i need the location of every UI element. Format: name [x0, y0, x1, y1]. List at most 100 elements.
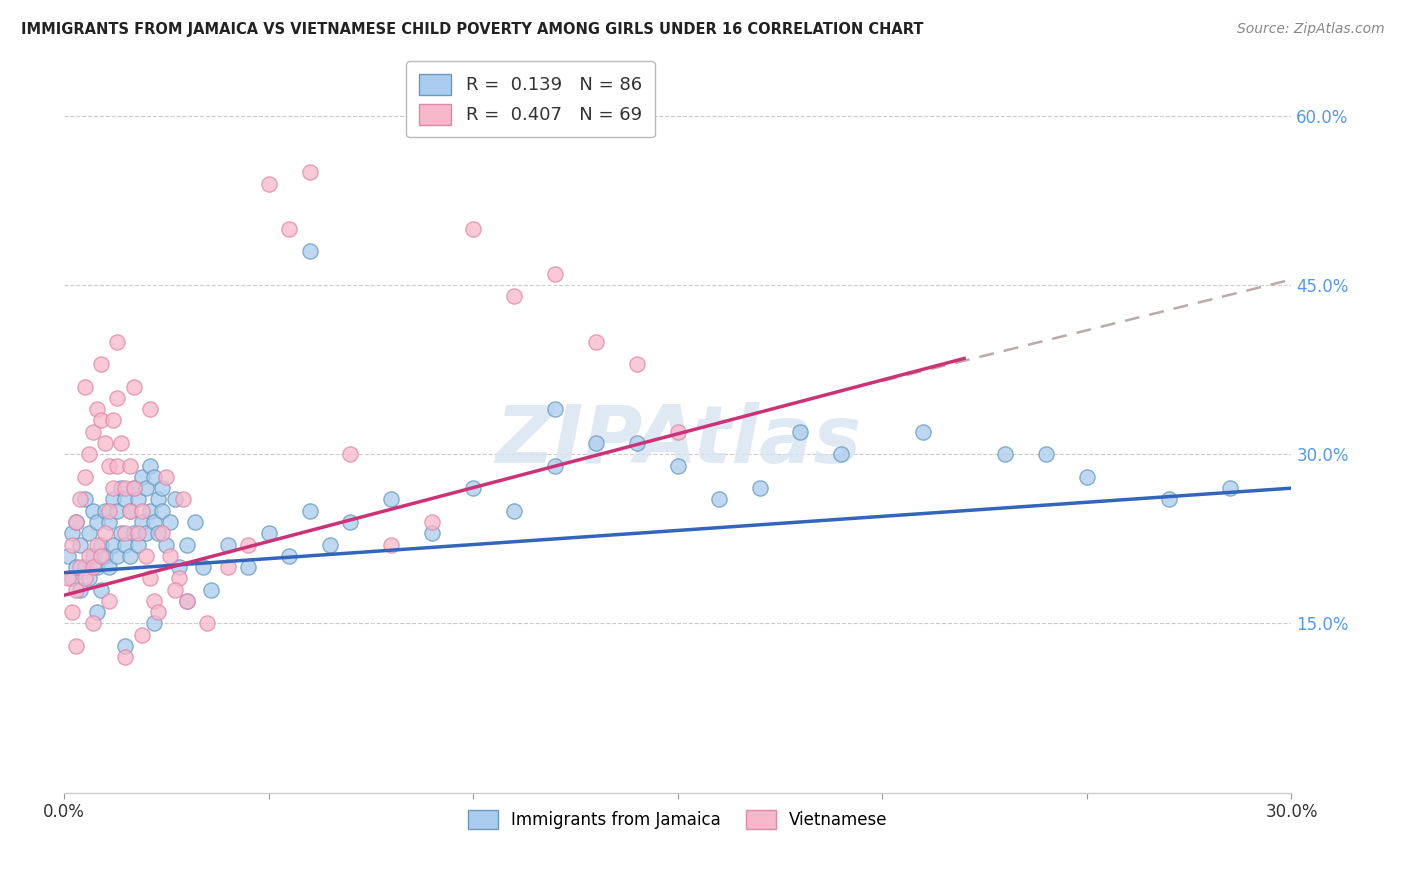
- Point: [65, 560, 87, 574]
- Point: [90, 537, 112, 551]
- Point: [90, 413, 112, 427]
- Point: [167, 560, 190, 574]
- Point: [101, 413, 124, 427]
- Point: [626, 436, 648, 450]
- Point: [60, 526, 83, 541]
- Point: [544, 402, 567, 417]
- Point: [98, 515, 121, 529]
- Point: [82, 560, 104, 574]
- Point: [77, 549, 100, 563]
- Point: [135, 549, 157, 563]
- Point: [544, 458, 567, 473]
- Legend: Immigrants from Jamaica, Vietnamese: Immigrants from Jamaica, Vietnamese: [461, 803, 894, 836]
- Point: [122, 526, 145, 541]
- Point: [131, 504, 153, 518]
- Point: [380, 537, 402, 551]
- Point: [90, 357, 112, 371]
- Point: [1219, 481, 1241, 495]
- Point: [159, 515, 181, 529]
- Point: [1035, 447, 1057, 461]
- Point: [105, 549, 128, 563]
- Point: [94, 549, 117, 563]
- Point: [150, 481, 173, 495]
- Point: [176, 594, 198, 608]
- Point: [86, 402, 108, 417]
- Point: [82, 616, 104, 631]
- Point: [626, 357, 648, 371]
- Point: [238, 537, 260, 551]
- Point: [110, 481, 132, 495]
- Point: [65, 639, 87, 653]
- Point: [69, 492, 91, 507]
- Point: [114, 639, 136, 653]
- Point: [86, 560, 108, 574]
- Point: [139, 458, 162, 473]
- Point: [94, 526, 117, 541]
- Point: [176, 537, 198, 551]
- Point: [73, 560, 96, 574]
- Point: [69, 560, 91, 574]
- Point: [298, 165, 321, 179]
- Point: [105, 334, 128, 349]
- Point: [86, 537, 108, 551]
- Point: [146, 605, 169, 619]
- Point: [257, 177, 280, 191]
- Point: [420, 526, 443, 541]
- Point: [176, 594, 198, 608]
- Point: [98, 594, 121, 608]
- Point: [118, 549, 141, 563]
- Point: [94, 504, 117, 518]
- Text: IMMIGRANTS FROM JAMAICA VS VIETNAMESE CHILD POVERTY AMONG GIRLS UNDER 16 CORRELA: IMMIGRANTS FROM JAMAICA VS VIETNAMESE CH…: [21, 22, 924, 37]
- Point: [90, 549, 112, 563]
- Point: [748, 481, 770, 495]
- Point: [139, 402, 162, 417]
- Point: [118, 504, 141, 518]
- Point: [101, 481, 124, 495]
- Point: [238, 560, 260, 574]
- Point: [69, 582, 91, 597]
- Point: [73, 492, 96, 507]
- Point: [707, 492, 730, 507]
- Point: [298, 244, 321, 259]
- Point: [98, 458, 121, 473]
- Point: [82, 549, 104, 563]
- Point: [69, 537, 91, 551]
- Point: [339, 515, 361, 529]
- Point: [73, 571, 96, 585]
- Point: [118, 458, 141, 473]
- Point: [167, 571, 190, 585]
- Point: [319, 537, 342, 551]
- Point: [217, 560, 239, 574]
- Point: [77, 526, 100, 541]
- Point: [101, 537, 124, 551]
- Point: [98, 560, 121, 574]
- Point: [86, 515, 108, 529]
- Point: [1076, 470, 1098, 484]
- Point: [150, 526, 173, 541]
- Point: [195, 616, 218, 631]
- Point: [163, 582, 186, 597]
- Point: [114, 537, 136, 551]
- Point: [155, 470, 177, 484]
- Point: [131, 628, 153, 642]
- Point: [463, 221, 485, 235]
- Point: [73, 470, 96, 484]
- Point: [60, 571, 83, 585]
- Point: [77, 447, 100, 461]
- Point: [544, 267, 567, 281]
- Point: [278, 549, 301, 563]
- Point: [380, 492, 402, 507]
- Point: [127, 537, 149, 551]
- Point: [666, 425, 689, 439]
- Point: [131, 515, 153, 529]
- Point: [127, 526, 149, 541]
- Point: [110, 436, 132, 450]
- Point: [143, 470, 166, 484]
- Point: [86, 605, 108, 619]
- Point: [463, 481, 485, 495]
- Text: Source: ZipAtlas.com: Source: ZipAtlas.com: [1237, 22, 1385, 37]
- Point: [131, 470, 153, 484]
- Point: [191, 560, 214, 574]
- Point: [339, 447, 361, 461]
- Point: [122, 379, 145, 393]
